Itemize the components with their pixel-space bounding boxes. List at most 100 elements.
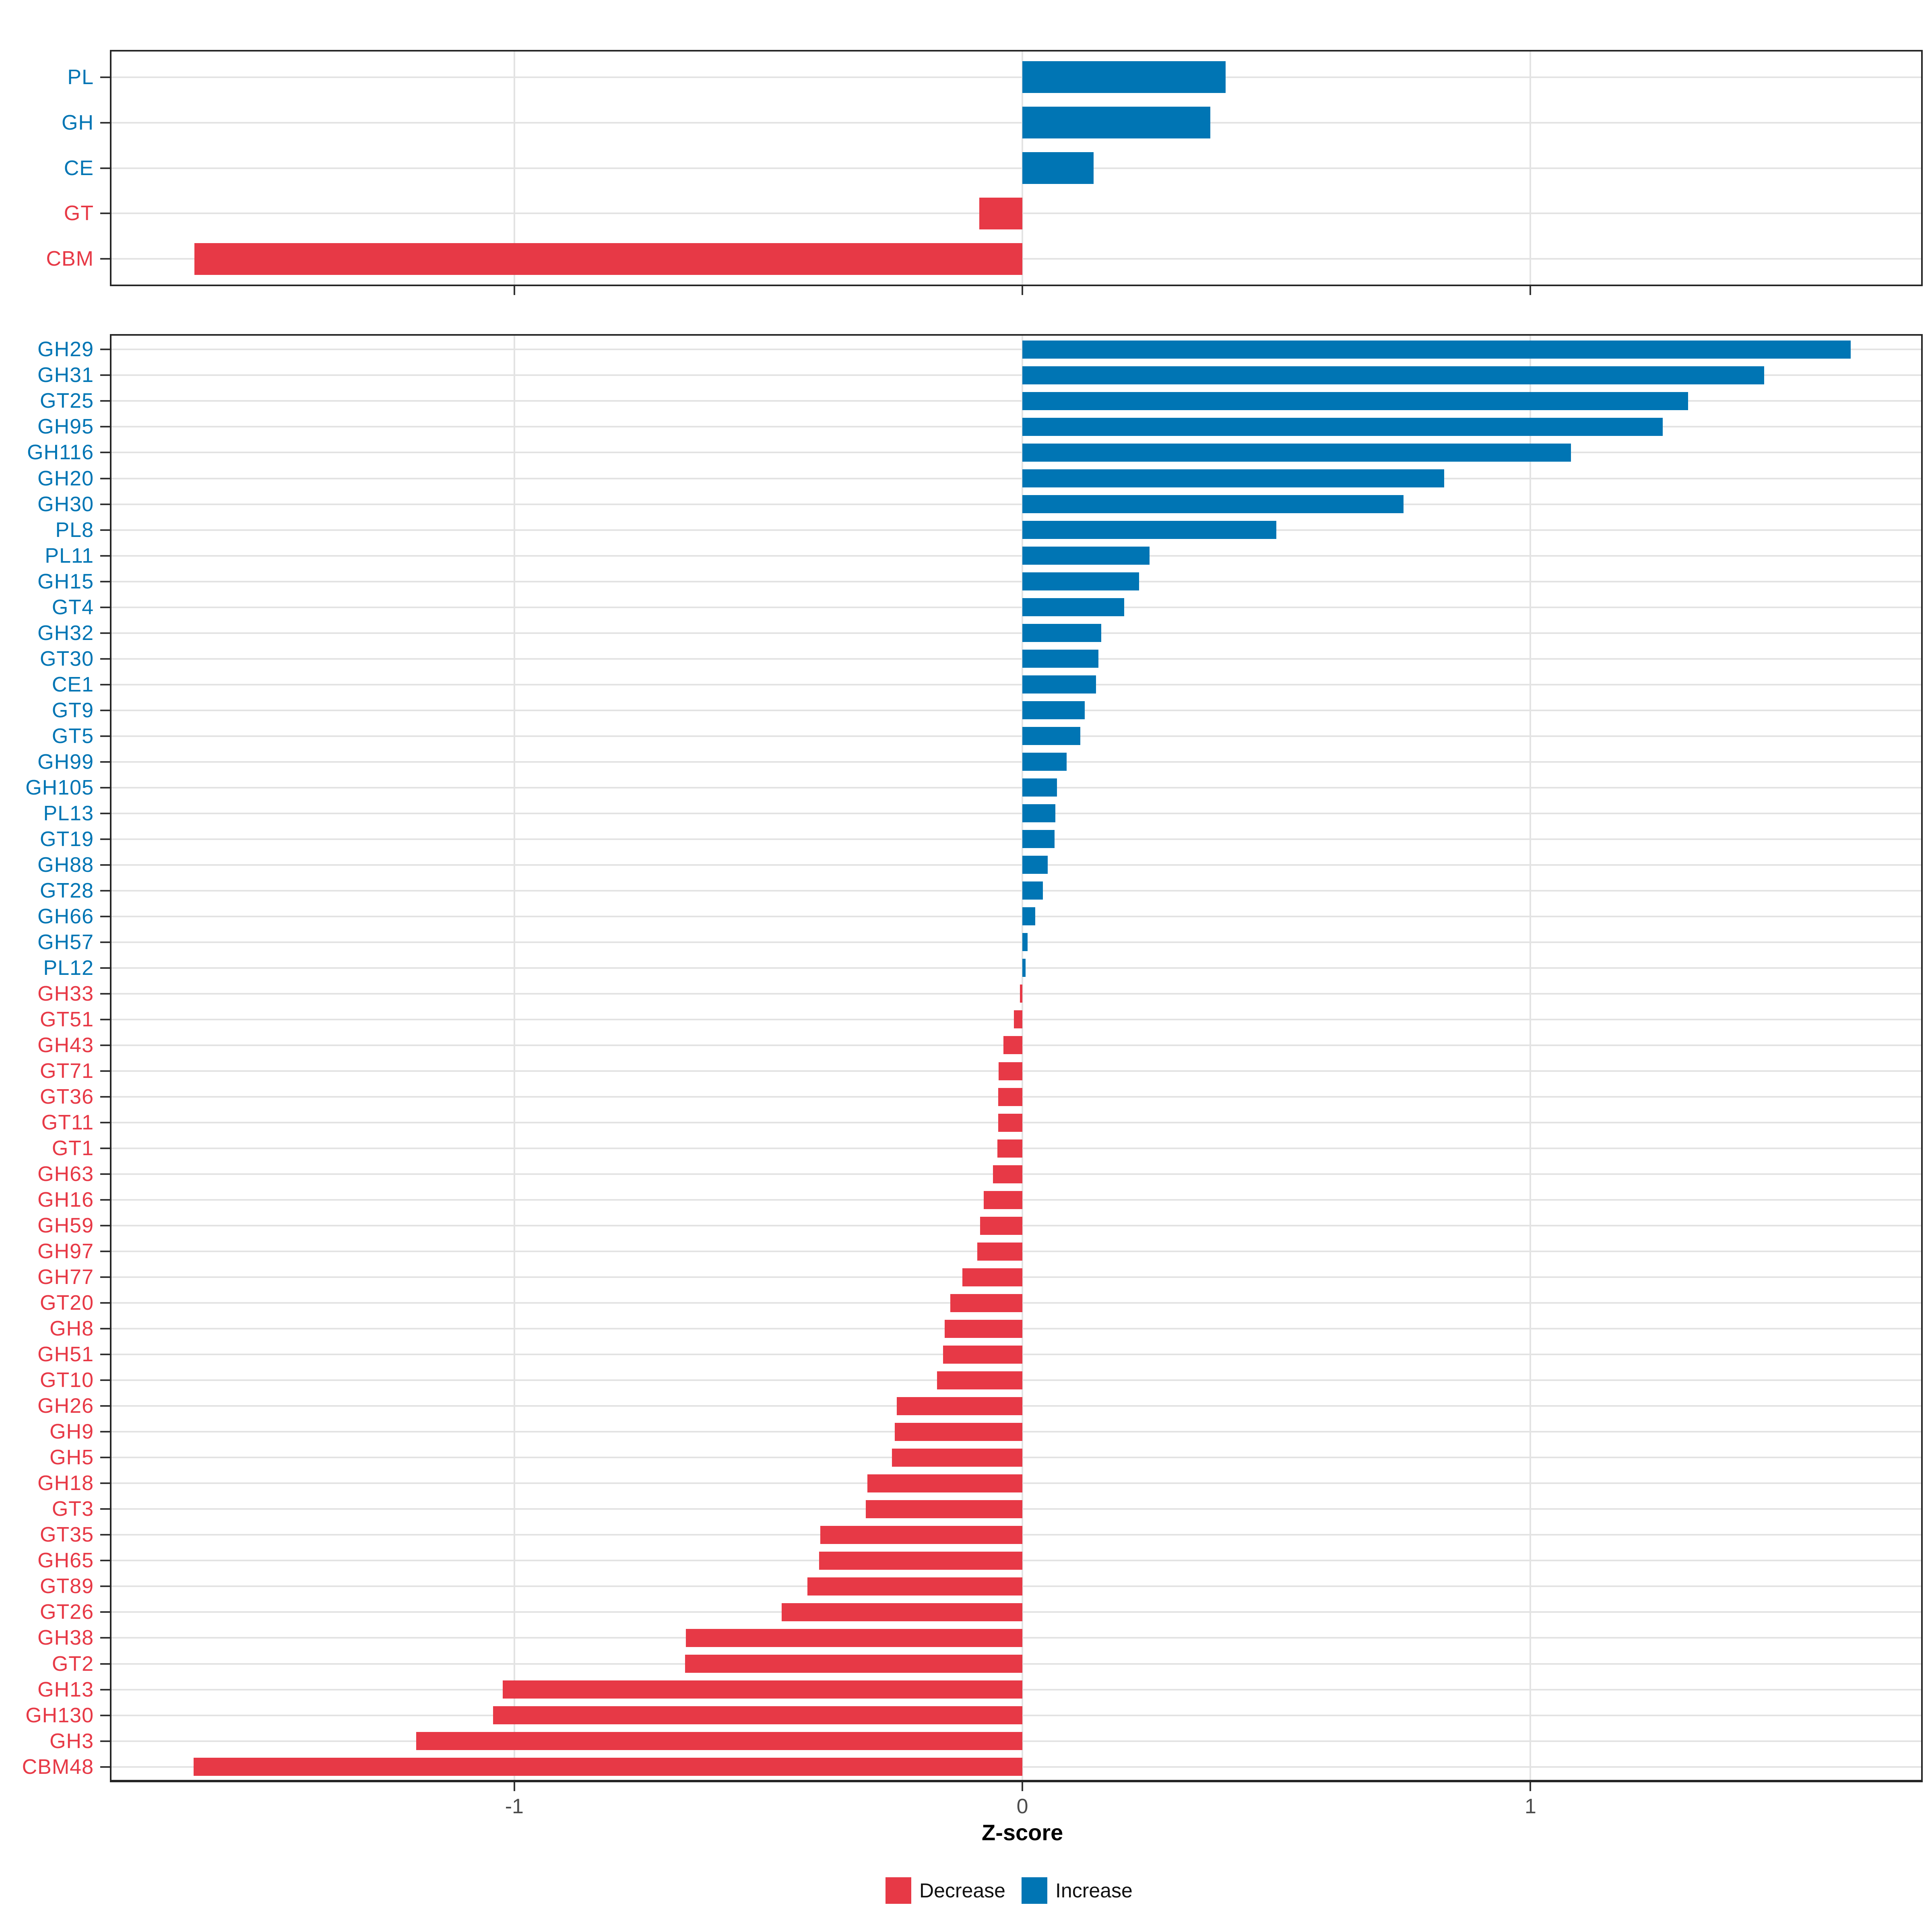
bar-GT [979,198,1023,229]
y-axis-tick [100,1070,110,1072]
bar-GH130 [493,1706,1023,1724]
bar-GH26 [897,1397,1023,1415]
y-gridline [110,761,1923,763]
x-gridline [1530,334,1532,1782]
category-label-GH5: GH5 [50,1446,94,1470]
bar-GH51 [943,1346,1023,1364]
y-axis-tick [100,529,110,531]
y-axis-tick [100,1173,110,1175]
category-label-GH3: GH3 [50,1729,94,1753]
category-label-GT30: GT30 [39,647,94,671]
y-gridline [110,374,1923,376]
category-label-GT: GT [64,202,94,225]
y-gridline [110,838,1923,840]
bar-GH65 [819,1552,1023,1570]
y-axis-tick [100,1276,110,1278]
category-label-GT25: GT25 [39,389,94,413]
category-label-GH16: GH16 [37,1188,94,1212]
y-axis-tick [100,1405,110,1407]
bar-CE1 [1022,675,1096,694]
y-axis-tick [100,1018,110,1020]
y-axis-tick [100,1122,110,1124]
legend: Decrease Increase [886,1877,1149,1904]
category-label-CBM: CBM [46,247,94,271]
bar-GT36 [998,1088,1023,1106]
bar-GT30 [1022,650,1099,668]
category-label-GH: GH [62,111,94,134]
y-axis-tick [100,683,110,685]
category-label-GT89: GT89 [39,1575,94,1598]
category-label-CE1: CE1 [52,673,94,696]
y-gridline [110,967,1923,969]
y-axis-tick [100,993,110,995]
y-axis-tick [100,426,110,428]
bar-GT35 [820,1526,1023,1544]
category-label-GT2: GT2 [52,1652,94,1676]
bar-GH8 [945,1320,1023,1338]
bar-PL12 [1022,959,1026,977]
category-label-GH57: GH57 [37,930,94,954]
bar-GT10 [937,1371,1023,1389]
category-label-CE: CE [64,156,94,180]
category-label-GH18: GH18 [37,1472,94,1495]
y-gridline [110,709,1923,711]
y-axis-tick [100,1585,110,1587]
y-gridline [110,580,1923,582]
bar-GT51 [1013,1010,1023,1028]
category-label-GT26: GT26 [39,1600,94,1624]
category-label-GT36: GT36 [39,1085,94,1109]
y-gridline [110,349,1923,351]
category-label-GH13: GH13 [37,1678,94,1701]
category-label-GT51: GT51 [39,1007,94,1031]
bar-GH [1022,107,1211,138]
bar-GH5 [892,1449,1023,1467]
y-gridline [110,426,1923,428]
bar-GH15 [1022,572,1139,590]
category-label-GH20: GH20 [37,466,94,490]
decrease-swatch-icon [886,1877,911,1904]
bar-GT28 [1022,881,1043,900]
category-label-GH29: GH29 [37,338,94,361]
y-gridline [110,915,1923,917]
bar-GT25 [1022,392,1688,410]
bar-GH32 [1022,624,1101,642]
y-axis-tick [100,1302,110,1304]
category-label-GT28: GT28 [39,879,94,902]
bar-GT20 [950,1294,1023,1312]
y-gridline [110,890,1923,892]
bar-PL8 [1022,521,1277,539]
category-label-GT3: GT3 [52,1497,94,1521]
category-label-GT11: GT11 [41,1111,94,1135]
category-label-GH116: GH116 [27,441,94,464]
y-axis-tick [100,349,110,351]
bar-GH59 [980,1217,1023,1235]
x-axis-tick [1022,286,1024,295]
category-label-GT10: GT10 [39,1368,94,1392]
category-label-GH38: GH38 [37,1626,94,1650]
increase-swatch-icon [1022,1877,1047,1904]
y-axis-tick [100,1225,110,1227]
y-axis-tick [100,812,110,814]
y-gridline [110,452,1923,454]
bar-GT26 [781,1603,1023,1621]
y-axis-tick [100,1688,110,1690]
category-label-GH95: GH95 [37,415,94,439]
y-gridline [110,167,1923,169]
category-label-GH8: GH8 [50,1317,94,1341]
y-axis-tick [100,1637,110,1639]
y-axis-tick [100,735,110,737]
category-label-GH88: GH88 [37,853,94,877]
category-label-GH130: GH130 [25,1703,94,1727]
y-axis-tick [100,1560,110,1562]
category-label-GH63: GH63 [37,1162,94,1186]
bar-GH95 [1022,418,1663,436]
bar-GH77 [962,1268,1023,1286]
y-axis-tick [100,477,110,479]
y-axis-tick [100,452,110,454]
category-label-PL8: PL8 [55,518,94,542]
y-axis-tick [100,1663,110,1665]
category-label-GH99: GH99 [37,750,94,774]
y-gridline [110,683,1923,685]
x-axis-tick [513,1782,515,1791]
